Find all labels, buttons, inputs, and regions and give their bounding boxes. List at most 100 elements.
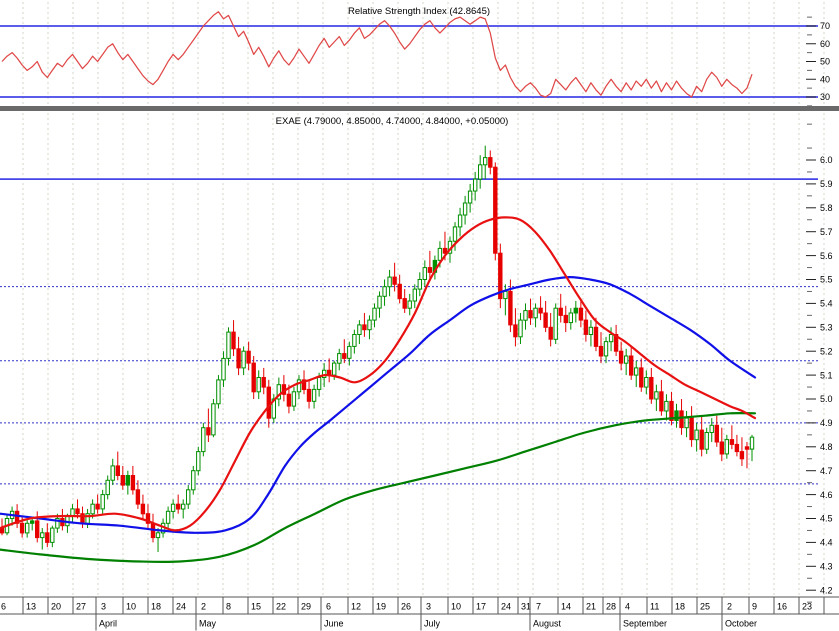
candle-body bbox=[669, 400, 674, 421]
candle-body bbox=[135, 489, 141, 505]
candle-body bbox=[95, 503, 100, 510]
candle-body bbox=[442, 247, 448, 254]
price-axis-label: 5.5 bbox=[820, 275, 833, 285]
candle-body bbox=[100, 494, 105, 510]
date-label: 26 bbox=[401, 602, 411, 612]
panel-divider bbox=[0, 106, 839, 111]
month-label: July bbox=[424, 619, 441, 629]
price-axis-label: 4.3 bbox=[820, 562, 833, 572]
candle-body bbox=[236, 348, 241, 369]
candle-body bbox=[538, 307, 543, 314]
candle-body bbox=[744, 446, 750, 450]
medium-ma-line bbox=[0, 276, 757, 534]
date-label: 10 bbox=[451, 602, 461, 612]
right-price-axis: 70 60 50 40 30 6.0 5.9 5.8 5.7 5.6 5.5 5.4 5.3 5.2 5.1… bbox=[806, 16, 833, 603]
candle-body bbox=[427, 267, 433, 273]
candle-body bbox=[311, 388, 317, 402]
candle-body bbox=[165, 510, 171, 524]
date-label: 20 bbox=[51, 602, 61, 612]
candle-body bbox=[654, 391, 659, 400]
rsi-panel: Relative Strength Index (42.8645) bbox=[0, 6, 818, 98]
candle-body bbox=[488, 157, 493, 168]
candle-body bbox=[548, 326, 553, 340]
candle-body bbox=[558, 307, 563, 316]
candle-body bbox=[634, 367, 639, 376]
candle-body bbox=[125, 475, 130, 486]
date-label: 21 bbox=[586, 602, 596, 612]
candle-body bbox=[347, 345, 352, 359]
date-label: 24 bbox=[176, 602, 186, 612]
candle-body bbox=[286, 393, 292, 407]
candle-body bbox=[50, 527, 55, 543]
price-axis-label: 4.5 bbox=[820, 514, 833, 524]
date-label: 17 bbox=[476, 602, 486, 612]
candle-body bbox=[342, 353, 347, 359]
date-label: 2 bbox=[201, 602, 206, 612]
candle-body bbox=[35, 520, 40, 539]
candle-body bbox=[115, 465, 120, 476]
rsi-axis-label: 60 bbox=[820, 39, 830, 49]
candle-body bbox=[382, 286, 387, 297]
candle-body bbox=[226, 331, 231, 359]
price-axis-label: 4.2 bbox=[820, 585, 833, 595]
date-label: 9 bbox=[752, 602, 757, 612]
candle-body bbox=[216, 379, 221, 405]
candle-body bbox=[457, 214, 463, 228]
month-label: June bbox=[324, 619, 344, 629]
date-label: 31 bbox=[521, 602, 531, 612]
date-label: 13 bbox=[26, 602, 36, 612]
candle-body bbox=[503, 290, 508, 300]
candle-body bbox=[191, 470, 196, 491]
date-label: 3 bbox=[101, 602, 106, 612]
candle-body bbox=[201, 427, 206, 453]
candle-body bbox=[352, 334, 357, 347]
vertical-gridlines bbox=[22, 2, 825, 596]
candle-body bbox=[749, 436, 755, 450]
candle-body bbox=[90, 503, 95, 515]
date-label: 11 bbox=[650, 602, 659, 612]
candle-body bbox=[714, 424, 719, 443]
candle-body bbox=[473, 178, 478, 192]
candle-body bbox=[578, 307, 584, 321]
rsi-threshold-lines bbox=[0, 25, 818, 98]
candle-body bbox=[699, 429, 704, 450]
rsi-line bbox=[1, 11, 753, 98]
price-axis-label: 5.1 bbox=[820, 370, 833, 380]
candle-body bbox=[337, 353, 342, 364]
bottom-date-axis: 6 13 20 27 3 10 18 24 2 8 15 22 29 6 12 19 26 3 10 17 24 31 7 1… bbox=[0, 596, 839, 631]
price-axis-label: 5.2 bbox=[820, 346, 833, 356]
candle-body bbox=[196, 451, 201, 472]
candle-body bbox=[120, 475, 125, 486]
price-axis-label: 4.8 bbox=[820, 442, 833, 452]
candle-body bbox=[19, 522, 25, 534]
candle-body bbox=[357, 324, 362, 335]
candle-body bbox=[105, 479, 110, 496]
candle-body bbox=[624, 355, 629, 364]
candle-body bbox=[533, 307, 538, 319]
price-axis-label: 5.3 bbox=[820, 323, 833, 333]
candle-body bbox=[679, 410, 684, 429]
rsi-axis-label: 50 bbox=[820, 57, 830, 67]
candle-body bbox=[649, 377, 654, 400]
candle-body bbox=[301, 379, 307, 390]
candle-body bbox=[739, 451, 745, 460]
candle-body bbox=[618, 350, 624, 364]
candle-body bbox=[709, 424, 714, 433]
price-title: EXAE (4.79000, 4.85000, 4.74000, 4.84000… bbox=[276, 116, 509, 127]
candle-body bbox=[644, 377, 649, 388]
candle-body bbox=[221, 357, 226, 381]
candle-body bbox=[377, 295, 382, 309]
rsi-title: Relative Strength Index (42.8645) bbox=[348, 6, 490, 17]
candle-body bbox=[593, 326, 599, 347]
candle-body bbox=[246, 350, 251, 364]
candle-body bbox=[206, 427, 211, 436]
candle-body bbox=[613, 334, 619, 352]
candle-body bbox=[155, 532, 161, 539]
price-panel: EXAE (4.79000, 4.85000, 4.74000, 4.84000… bbox=[0, 116, 818, 564]
candle-body bbox=[719, 441, 724, 455]
candle-body bbox=[40, 532, 45, 539]
candle-body bbox=[387, 276, 392, 288]
candle-body bbox=[478, 164, 483, 180]
